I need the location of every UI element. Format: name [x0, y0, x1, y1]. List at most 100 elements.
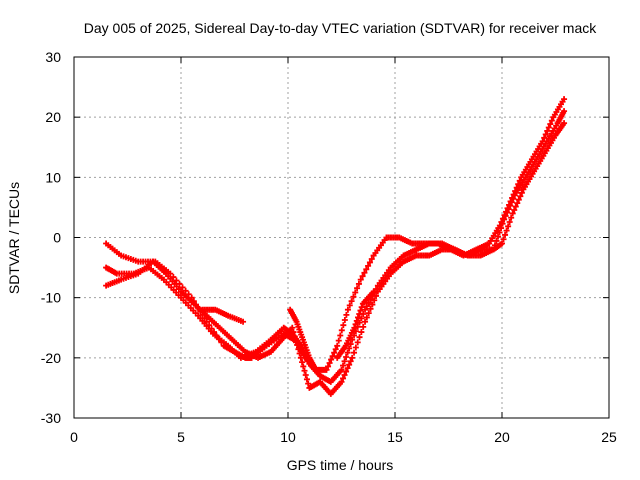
data-point — [493, 237, 500, 244]
data-point — [332, 346, 339, 353]
data-point — [343, 368, 350, 375]
data-point — [514, 200, 521, 207]
data-point — [292, 337, 299, 344]
data-point — [357, 307, 364, 314]
data-point — [362, 318, 369, 325]
x-tick-label: 5 — [177, 429, 185, 445]
data-point — [351, 349, 358, 356]
data-point — [289, 324, 296, 331]
y-tick-label: -20 — [41, 350, 61, 366]
data-point — [503, 227, 510, 234]
data-point — [338, 366, 345, 373]
data-point — [371, 297, 378, 304]
data-point — [170, 274, 177, 281]
data-point — [363, 303, 370, 310]
data-point — [302, 372, 309, 379]
data-point — [355, 280, 362, 287]
data-point — [512, 203, 519, 210]
data-point — [504, 209, 511, 216]
data-point — [344, 365, 351, 372]
data-point — [290, 329, 297, 336]
data-point — [542, 131, 549, 138]
data-point — [353, 317, 360, 324]
data-point — [305, 380, 312, 387]
data-point — [370, 288, 377, 295]
data-point — [341, 358, 348, 365]
data-point — [508, 214, 515, 221]
data-point — [501, 216, 508, 223]
data-point — [515, 196, 522, 203]
y-tick-label: 30 — [45, 49, 61, 65]
data-point — [509, 210, 516, 217]
data-point — [299, 359, 306, 366]
data-point — [337, 332, 344, 339]
data-point — [340, 375, 347, 382]
data-point — [338, 327, 345, 334]
data-point — [347, 358, 354, 365]
data-point — [358, 329, 365, 336]
data-point — [518, 189, 525, 196]
x-tick-label: 10 — [280, 429, 296, 445]
series-track-f — [334, 288, 377, 361]
data-point — [561, 96, 568, 103]
data-point — [545, 124, 552, 131]
data-point — [361, 269, 368, 276]
data-point — [505, 206, 512, 213]
x-tick-labels: 0 5 10 15 20 25 — [70, 429, 617, 445]
data-point — [357, 276, 364, 283]
data-point — [358, 304, 365, 311]
data-point — [334, 342, 341, 349]
data-point — [496, 229, 503, 236]
data-point — [517, 193, 524, 200]
data-point — [359, 273, 366, 280]
data-point — [344, 349, 351, 356]
y-tick-label: 0 — [53, 230, 61, 246]
data-point — [511, 206, 518, 213]
data-point — [343, 311, 350, 318]
data-point — [344, 306, 351, 313]
data-point — [301, 367, 308, 374]
x-axis-title: GPS time / hours — [287, 457, 394, 473]
x-tick-label: 15 — [387, 429, 403, 445]
data-point — [548, 117, 555, 124]
data-point — [506, 219, 513, 226]
data-point — [510, 195, 517, 202]
chart-title: Day 005 of 2025, Sidereal Day-to-day VTE… — [84, 20, 597, 36]
data-point — [354, 339, 361, 346]
y-tick-label: 20 — [45, 109, 61, 125]
data-point — [367, 305, 374, 312]
data-point — [340, 322, 347, 329]
data-point — [295, 346, 302, 353]
data-point — [326, 359, 333, 366]
data-point — [502, 231, 509, 238]
data-point — [341, 317, 348, 324]
data-point — [507, 202, 514, 209]
data-point — [352, 344, 359, 351]
axis-ticks — [73, 56, 610, 419]
y-axis-title: SDTVAR / TECUs — [6, 182, 22, 294]
data-point — [505, 223, 512, 230]
data-point — [303, 376, 310, 383]
data-point — [499, 240, 505, 247]
series-track-d — [199, 306, 247, 325]
y-tick-label: -10 — [41, 290, 61, 306]
data-point — [296, 350, 303, 357]
data-point — [291, 333, 298, 340]
data-point — [561, 108, 568, 115]
data-point — [360, 323, 367, 330]
data-point — [352, 289, 359, 296]
data-point — [498, 225, 505, 232]
data-point — [373, 292, 380, 299]
data-point — [356, 334, 363, 341]
data-marks — [103, 96, 568, 397]
y-tick-label: 10 — [45, 169, 61, 185]
data-point — [349, 354, 356, 361]
data-point — [366, 259, 373, 266]
data-point — [343, 353, 350, 360]
data-point — [352, 321, 359, 328]
data-point — [500, 236, 507, 243]
series-track-e — [287, 306, 319, 373]
data-point — [346, 302, 353, 309]
data-point — [561, 120, 568, 127]
